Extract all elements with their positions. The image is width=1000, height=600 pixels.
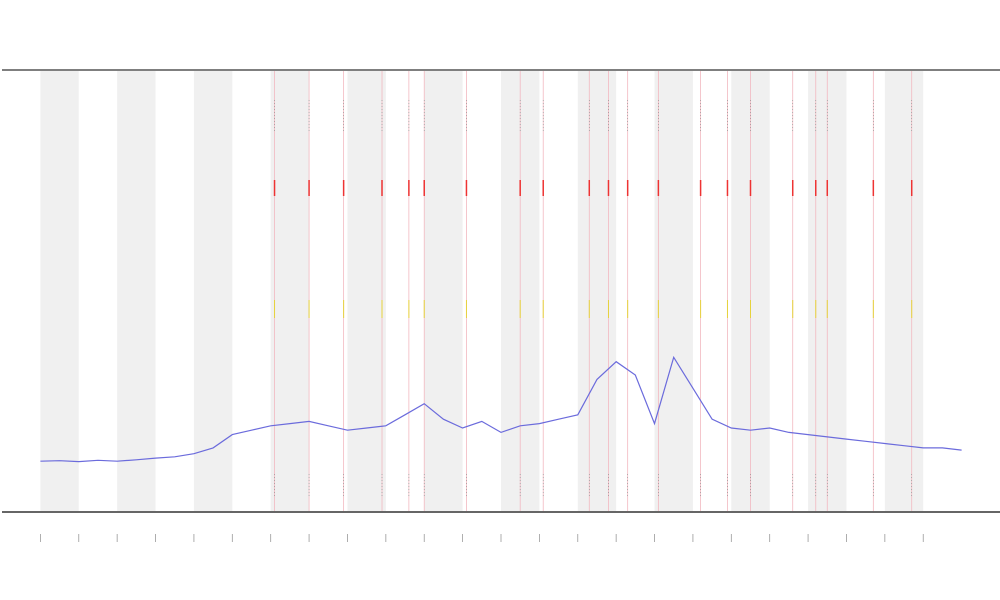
shaded-band xyxy=(193,71,233,511)
series-line xyxy=(40,355,962,463)
shaded-band xyxy=(40,71,79,511)
shaded-band xyxy=(884,71,924,511)
shaded-band xyxy=(270,71,310,511)
shaded-band xyxy=(654,71,693,511)
shaded-band xyxy=(577,71,617,511)
shaded-band xyxy=(347,71,386,511)
shaded-band xyxy=(117,71,156,511)
shaded-band xyxy=(424,71,463,511)
